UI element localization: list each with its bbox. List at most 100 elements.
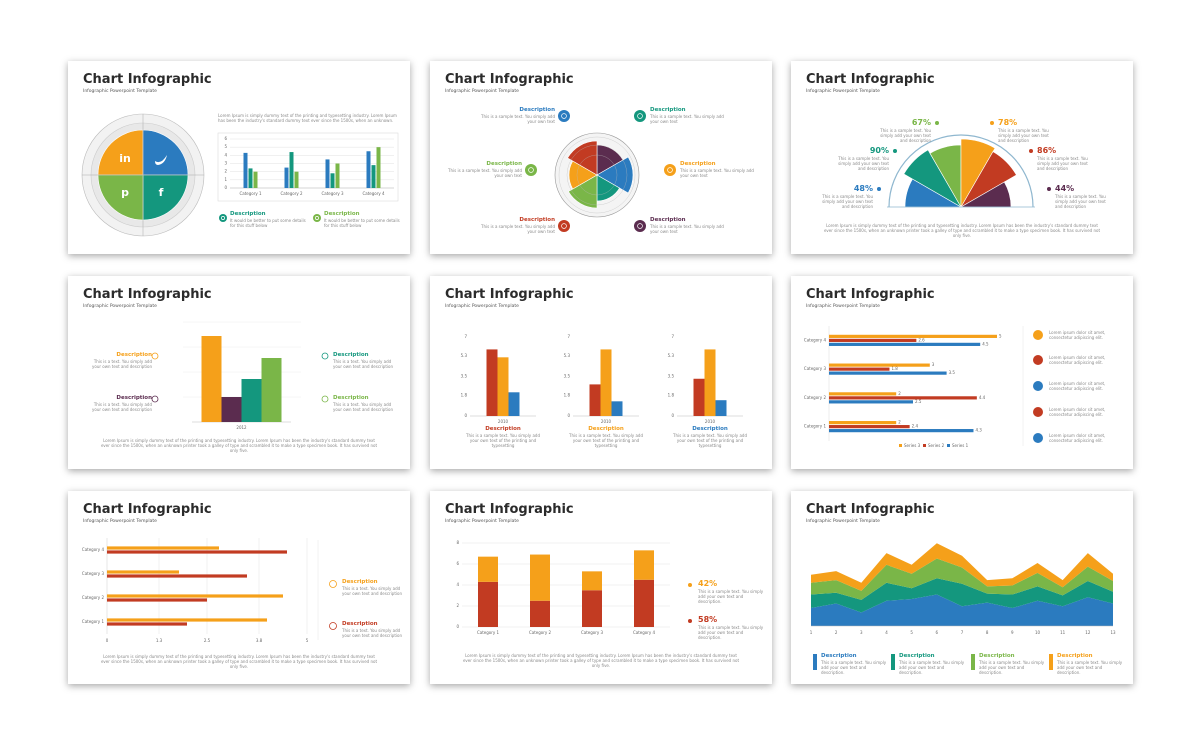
x-tick-label: 13: [1110, 630, 1116, 635]
bar: [294, 171, 299, 188]
item-heading: Description: [519, 107, 555, 113]
area: [811, 558, 1113, 600]
legend-label: Series 3: [904, 443, 921, 448]
marker-dot: [1047, 187, 1051, 191]
data-label: 2.6: [918, 337, 925, 342]
x-tick-label: 3: [860, 630, 863, 635]
x-tick-label: Category 2: [280, 191, 303, 196]
y-tick-label: 3.5: [461, 374, 468, 379]
item-heading: Description: [650, 107, 686, 113]
bar: [611, 401, 623, 416]
marker-bar: [891, 654, 895, 670]
x-tick-label: 5: [910, 630, 913, 635]
bar-segment: [634, 579, 654, 627]
bar: [486, 349, 498, 416]
bullet-text: Lorem ipsum dolor sit amet, consectetur …: [1049, 407, 1106, 418]
y-tick-label: 5: [224, 144, 227, 149]
slide: Category 1 4.3 2.4 2 Category 2 2.5 4.4 2 Catego…: [791, 276, 1133, 469]
icon: [151, 395, 159, 403]
y-tick-label: 5.3: [461, 353, 468, 358]
y-tick-label: 0: [224, 185, 227, 190]
marker-dot: [688, 619, 692, 623]
icon: [329, 622, 337, 630]
quadrant: [142, 129, 189, 176]
item-heading: Description: [485, 426, 521, 432]
item-text: This is a sample text. You simply add yo…: [979, 660, 1045, 676]
bar: [335, 163, 340, 188]
icon-glyph: [637, 113, 643, 119]
bullet-dot: [1033, 381, 1043, 391]
bar: [829, 371, 947, 375]
item-heading: 48%: [853, 184, 873, 193]
quadrant: [97, 174, 144, 221]
area: [811, 578, 1113, 613]
item-text: This is a text. You simply add your own …: [92, 359, 152, 370]
data-label: 4.3: [975, 428, 982, 433]
y-tick-label: Category 2: [82, 595, 105, 600]
bar: [829, 400, 913, 404]
icon-glyph: [667, 167, 673, 173]
y-tick-label: Category 3: [804, 366, 827, 371]
bar: [366, 151, 371, 188]
slide-subtitle: Infographic Powerpoint Template: [806, 304, 880, 309]
guide: [576, 154, 618, 196]
x-tick-label: 9: [1011, 630, 1014, 635]
marker-dot: [688, 583, 692, 587]
bar-segment: [530, 554, 550, 601]
x-tick-label: 11: [1060, 630, 1066, 635]
item-text: This is a sample text. You simply add yo…: [822, 194, 873, 210]
data-label: 4.5: [982, 341, 989, 346]
bar: [325, 159, 330, 188]
item-text: It would be better to put some details f…: [324, 218, 400, 229]
marker-dot: [1029, 149, 1033, 153]
x-tick-label: 2010: [498, 419, 509, 424]
bar: [253, 171, 258, 188]
slide: 1 2 3 4 5 6 7 8 9 10 11 12 13 Chart Infographic Infogr…: [791, 491, 1133, 684]
x-tick-label: 2: [835, 630, 838, 635]
body-text: Lorem Ipsum is simply dummy text of the …: [462, 653, 740, 669]
bird-icon: [155, 155, 167, 165]
x-tick-label: 12: [1085, 630, 1091, 635]
item-heading: Description: [333, 395, 369, 401]
social-icon: p: [121, 186, 129, 199]
slide: 2012 Chart Infographic Infographic Powerpo…: [68, 276, 410, 469]
icon: [634, 110, 646, 122]
quadrant: [142, 174, 189, 221]
y-tick-label: 7: [464, 334, 467, 339]
rose-petal: [596, 156, 634, 194]
bar: [243, 152, 248, 188]
x-tick-label: 2010: [601, 419, 612, 424]
bar: [600, 349, 612, 416]
legend-swatch: [923, 444, 926, 447]
body-text: Lorem Ipsum is simply dummy text of the …: [218, 113, 397, 124]
bar: [829, 363, 930, 367]
slide-graphics: 1 2 3 4 5 6 7 8 9 10 11 12 13: [810, 543, 1116, 670]
slide-title: Chart Infographic: [445, 72, 574, 87]
bar: [376, 147, 381, 188]
bullet-dot: [1033, 433, 1043, 443]
x-tick-label: Category 1: [239, 191, 262, 196]
item-text: This is a sample text. You simply add yo…: [880, 128, 931, 144]
slide: Chart Infographic Infographic Powerpoint …: [791, 61, 1133, 254]
data-label: 3: [932, 362, 935, 367]
bar: [107, 550, 287, 554]
icon: [313, 214, 321, 222]
marker-dot: [935, 121, 939, 125]
y-tick-label: 2: [456, 603, 459, 608]
slide: 0 1.3 2.5 3.8 5 Category 1 Category 2 Category …: [68, 491, 410, 684]
x-tick-label: 2012: [236, 425, 247, 430]
slide-subtitle: Infographic Powerpoint Template: [445, 89, 519, 94]
icon: [151, 352, 159, 360]
icon: [219, 214, 227, 222]
area: [811, 543, 1113, 591]
y-tick-label: 3: [224, 161, 227, 166]
data-label: 2: [898, 420, 901, 425]
bar: [107, 574, 247, 578]
x-tick-label: 0: [106, 638, 109, 643]
gauge-segment: [903, 149, 962, 208]
bar: [829, 334, 997, 338]
data-label: 3.5: [949, 370, 956, 375]
item-heading: Description: [342, 621, 378, 627]
item-heading: Description: [979, 653, 1015, 659]
y-tick-label: 5.3: [564, 353, 571, 358]
